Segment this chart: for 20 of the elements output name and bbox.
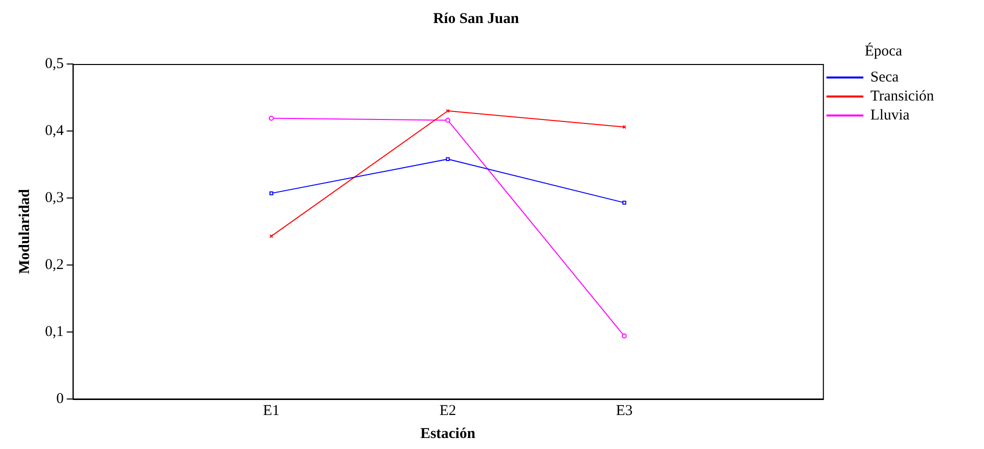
y-tick-label: 0,4	[45, 122, 64, 139]
y-tick-label: 0,1	[45, 324, 64, 340]
legend-label: Transición	[870, 88, 934, 104]
y-tick-label: 0,5	[45, 56, 64, 72]
x-tick-label: E3	[616, 402, 633, 419]
x-axis-title: Estación	[420, 426, 476, 442]
legend-title: Época	[864, 42, 903, 60]
chart-title: Río San Juan	[433, 10, 520, 27]
y-tick-label: 0,2	[45, 256, 64, 273]
x-tick-label: E1	[262, 402, 280, 419]
y-tick-label: 0	[56, 390, 64, 407]
legend-label: Lluvia	[870, 107, 910, 124]
legend-label: Seca	[870, 69, 900, 86]
point	[622, 334, 627, 339]
point	[446, 157, 450, 162]
y-axis-title: Modularidad	[16, 188, 33, 274]
x-tick-label: E2	[439, 402, 456, 419]
point	[445, 118, 450, 123]
y-tick-label: 0,3	[45, 190, 64, 206]
point	[268, 116, 274, 121]
